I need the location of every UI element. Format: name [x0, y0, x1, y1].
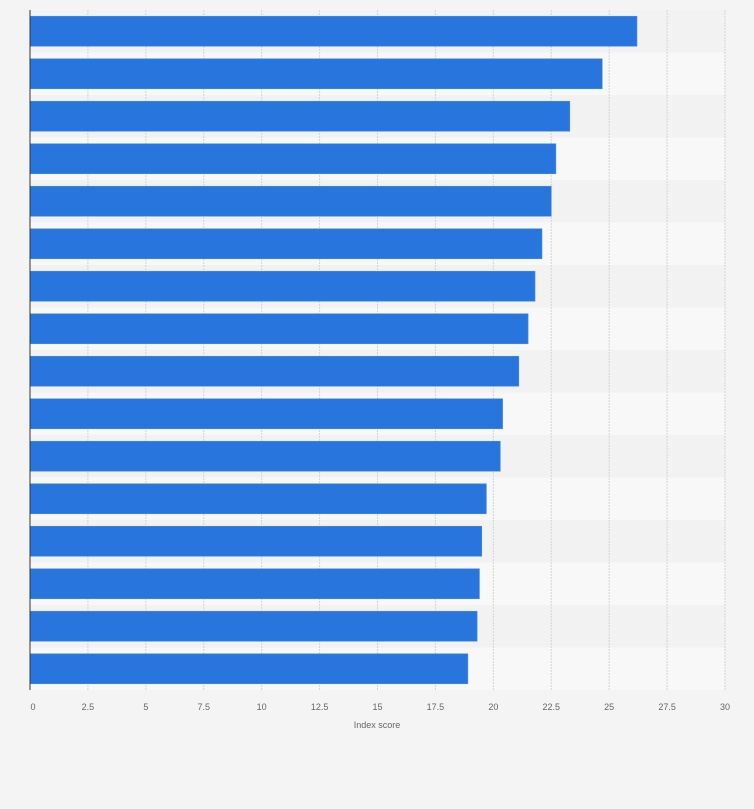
x-tick-label: 20 [488, 702, 498, 712]
bar[interactable] [29, 58, 603, 90]
x-tick-label: 30 [720, 702, 730, 712]
bar[interactable] [29, 15, 638, 47]
x-tick-label: 7.5 [197, 702, 210, 712]
bar[interactable] [29, 228, 543, 260]
bar[interactable] [29, 525, 483, 557]
bar[interactable] [29, 355, 520, 387]
bar[interactable] [29, 270, 536, 302]
x-tick-label: 15 [372, 702, 382, 712]
bar[interactable] [29, 185, 552, 217]
bar[interactable] [29, 100, 571, 132]
x-tick-label: 2.5 [82, 702, 95, 712]
x-tick-label: 0 [30, 702, 35, 712]
x-tick-label: 17.5 [427, 702, 445, 712]
x-tick-label: 10 [257, 702, 267, 712]
bar[interactable] [29, 483, 487, 515]
bar[interactable] [29, 398, 503, 430]
bar[interactable] [29, 313, 529, 345]
x-tick-label: 5 [143, 702, 148, 712]
bar[interactable] [29, 568, 480, 600]
x-tick-label: 12.5 [311, 702, 329, 712]
x-tick-label: 22.5 [542, 702, 560, 712]
bar[interactable] [29, 143, 557, 175]
x-tick-label: 25 [604, 702, 614, 712]
x-axis-title: Index score [354, 720, 401, 730]
bar[interactable] [29, 440, 501, 472]
bar[interactable] [29, 653, 469, 685]
x-tick-label: 27.5 [658, 702, 676, 712]
bar[interactable] [29, 610, 478, 642]
